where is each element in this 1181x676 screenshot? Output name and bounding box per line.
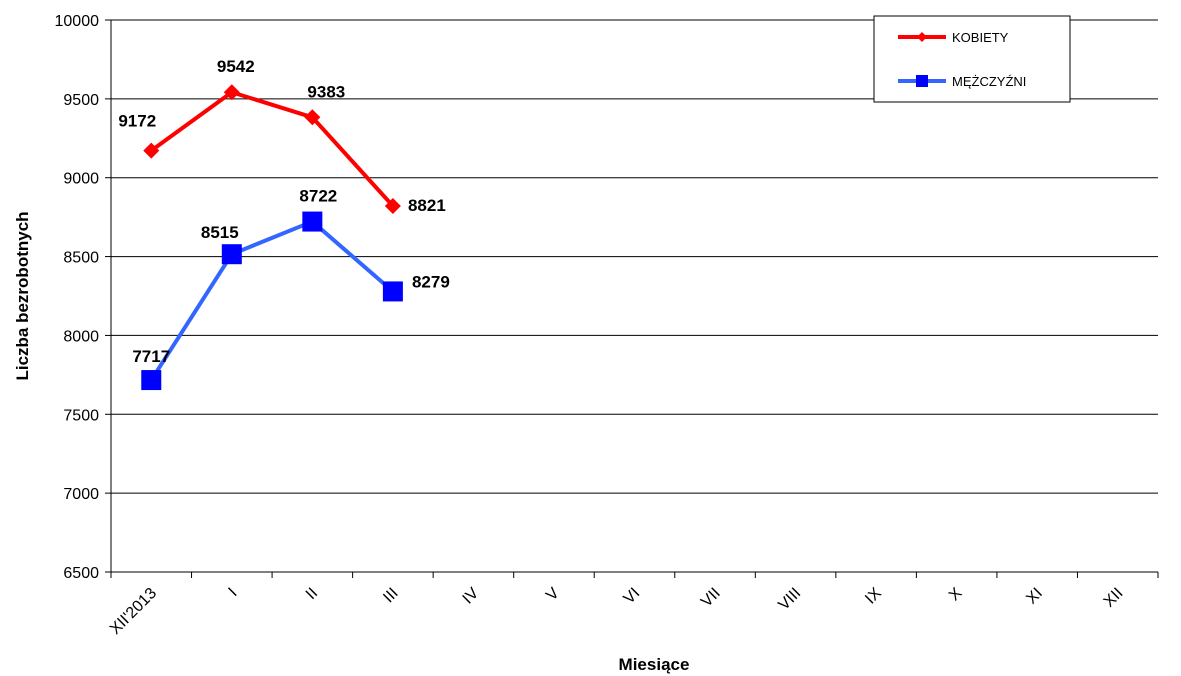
x-tick-label: IX: [862, 585, 885, 608]
x-tick-label: VIII: [775, 585, 804, 614]
data-label: 7717: [132, 347, 170, 366]
gridlines: [111, 19, 1158, 494]
x-tick-label: II: [303, 585, 321, 603]
data-label: 8515: [201, 223, 239, 242]
x-tick-label: XII: [1101, 585, 1127, 611]
data-labels: 9172 9542 9383 8821 7717 8515 8722 8279: [118, 57, 449, 366]
data-label: 9383: [307, 82, 345, 101]
data-point-diamond: [223, 84, 240, 101]
data-point-diamond: [384, 197, 401, 214]
data-point-diamond: [304, 109, 321, 126]
x-tick-label: XI: [1023, 585, 1046, 608]
legend-label: KOBIETY: [952, 30, 1009, 45]
data-point-square: [916, 75, 928, 87]
x-tick-label: V: [543, 585, 563, 605]
x-tick-label: I: [225, 585, 240, 600]
y-tick-label: 7000: [63, 486, 99, 503]
x-tick-label: X: [946, 585, 966, 605]
series-group: [141, 84, 403, 391]
data-point-diamond: [143, 142, 160, 159]
data-point-square: [382, 281, 403, 302]
y-tick-label: 9500: [63, 92, 99, 109]
data-point-square: [221, 244, 242, 265]
data-label: 9172: [118, 112, 156, 131]
x-tick-label: III: [380, 585, 401, 606]
data-point-square: [302, 211, 323, 232]
series-line-1: [150, 90, 395, 208]
legend: KOBIETY MĘŻCZYŹNI: [873, 15, 1071, 103]
data-label: 9542: [217, 57, 255, 76]
axes: [105, 19, 1159, 578]
data-point-diamond: [917, 32, 927, 42]
x-axis-title: Miesiące: [619, 655, 690, 674]
x-tick-label: IV: [460, 585, 483, 608]
x-tick-label: VI: [621, 585, 644, 608]
data-label: 8279: [412, 272, 450, 291]
legend-box: [873, 15, 1071, 103]
y-tick-label: 8500: [63, 250, 99, 267]
legend-label: MĘŻCZYŹNI: [952, 74, 1026, 89]
series-line-2: [149, 219, 395, 382]
y-tick-label: 10000: [55, 13, 100, 30]
data-point-square: [141, 370, 162, 391]
data-label: 8821: [408, 196, 446, 215]
y-axis-title: Liczba bezrobotnych: [13, 211, 32, 380]
y-tick-label: 7500: [63, 407, 99, 424]
x-tick-label: XII'2013: [107, 585, 160, 638]
y-tick-labels: 6500 7000 7500 8000 8500 9000 9500 10000: [55, 13, 100, 582]
y-tick-label: 9000: [63, 171, 99, 188]
x-tick-labels: XII'2013 I II III IV V VI VII VIII IX X XI XII: [107, 585, 1127, 638]
y-tick-label: 6500: [63, 565, 99, 582]
y-tick-label: 8000: [63, 328, 99, 345]
x-tick-label: VII: [698, 585, 724, 611]
data-label: 8722: [299, 187, 337, 206]
